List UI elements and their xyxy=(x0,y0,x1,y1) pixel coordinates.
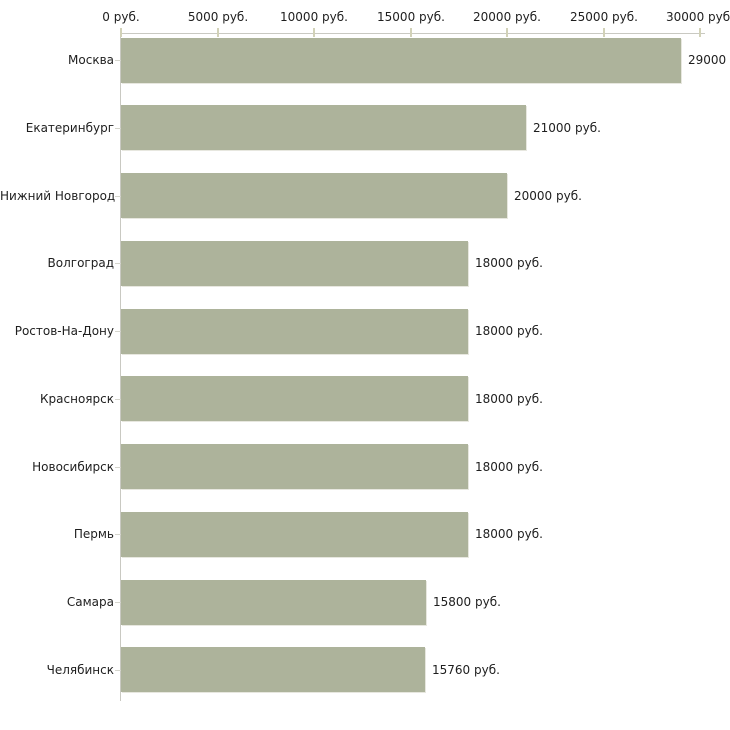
category-label: Челябинск xyxy=(46,663,114,677)
y-tick-mark xyxy=(115,60,121,61)
category-label: Волгоград xyxy=(47,256,114,270)
x-tick-label: 30000 руб. xyxy=(666,10,730,24)
y-tick-mark xyxy=(115,670,121,671)
category-label: Екатеринбург xyxy=(25,121,114,135)
value-label: 18000 руб. xyxy=(475,392,543,406)
y-tick-mark xyxy=(115,263,121,264)
x-tick-mark xyxy=(120,28,122,37)
x-tick-label: 0 руб. xyxy=(102,10,140,24)
y-tick-mark xyxy=(115,331,121,332)
y-axis-line xyxy=(120,33,121,701)
y-tick-mark xyxy=(115,196,121,197)
x-tick-label: 10000 руб. xyxy=(280,10,348,24)
x-tick-label: 25000 руб. xyxy=(570,10,638,24)
y-tick-mark xyxy=(115,602,121,603)
value-label: 18000 руб. xyxy=(475,324,543,338)
bar xyxy=(121,512,468,557)
value-label: 20000 руб. xyxy=(514,189,582,203)
category-label: Пермь xyxy=(73,527,114,541)
bar xyxy=(121,241,468,286)
y-tick-mark xyxy=(115,399,121,400)
value-label: 29000 руб. xyxy=(688,53,730,67)
value-label: 18000 руб. xyxy=(475,460,543,474)
x-tick-mark xyxy=(506,28,508,37)
x-tick-mark xyxy=(410,28,412,37)
value-label: 15800 руб. xyxy=(433,595,501,609)
category-label: Новосибирск xyxy=(32,460,114,474)
value-label: 15760 руб. xyxy=(432,663,500,677)
bar xyxy=(121,105,526,150)
category-label: Самара xyxy=(66,595,114,609)
x-tick-label: 5000 руб. xyxy=(187,10,249,24)
value-label: 21000 руб. xyxy=(533,121,601,135)
x-tick-mark xyxy=(217,28,219,37)
value-label: 18000 руб. xyxy=(475,527,543,541)
x-tick-label: 15000 руб. xyxy=(377,10,445,24)
y-tick-mark xyxy=(115,128,121,129)
value-label: 18000 руб. xyxy=(475,256,543,270)
y-tick-mark xyxy=(115,467,121,468)
bar xyxy=(121,444,468,489)
x-axis-line xyxy=(121,33,705,34)
x-tick-label: 20000 руб. xyxy=(473,10,541,24)
bar xyxy=(121,647,425,692)
bar xyxy=(121,376,468,421)
category-label: Москва xyxy=(68,53,114,67)
y-tick-mark xyxy=(115,534,121,535)
category-label: Нижний Новгород xyxy=(0,189,116,203)
bar xyxy=(121,580,426,625)
bar xyxy=(121,309,468,354)
category-label: Ростов-На-Дону xyxy=(14,324,114,338)
x-tick-mark xyxy=(699,28,701,37)
bar xyxy=(121,38,681,83)
x-tick-mark xyxy=(603,28,605,37)
bar xyxy=(121,173,507,218)
category-label: Красноярск xyxy=(40,392,114,406)
x-tick-mark xyxy=(313,28,315,37)
